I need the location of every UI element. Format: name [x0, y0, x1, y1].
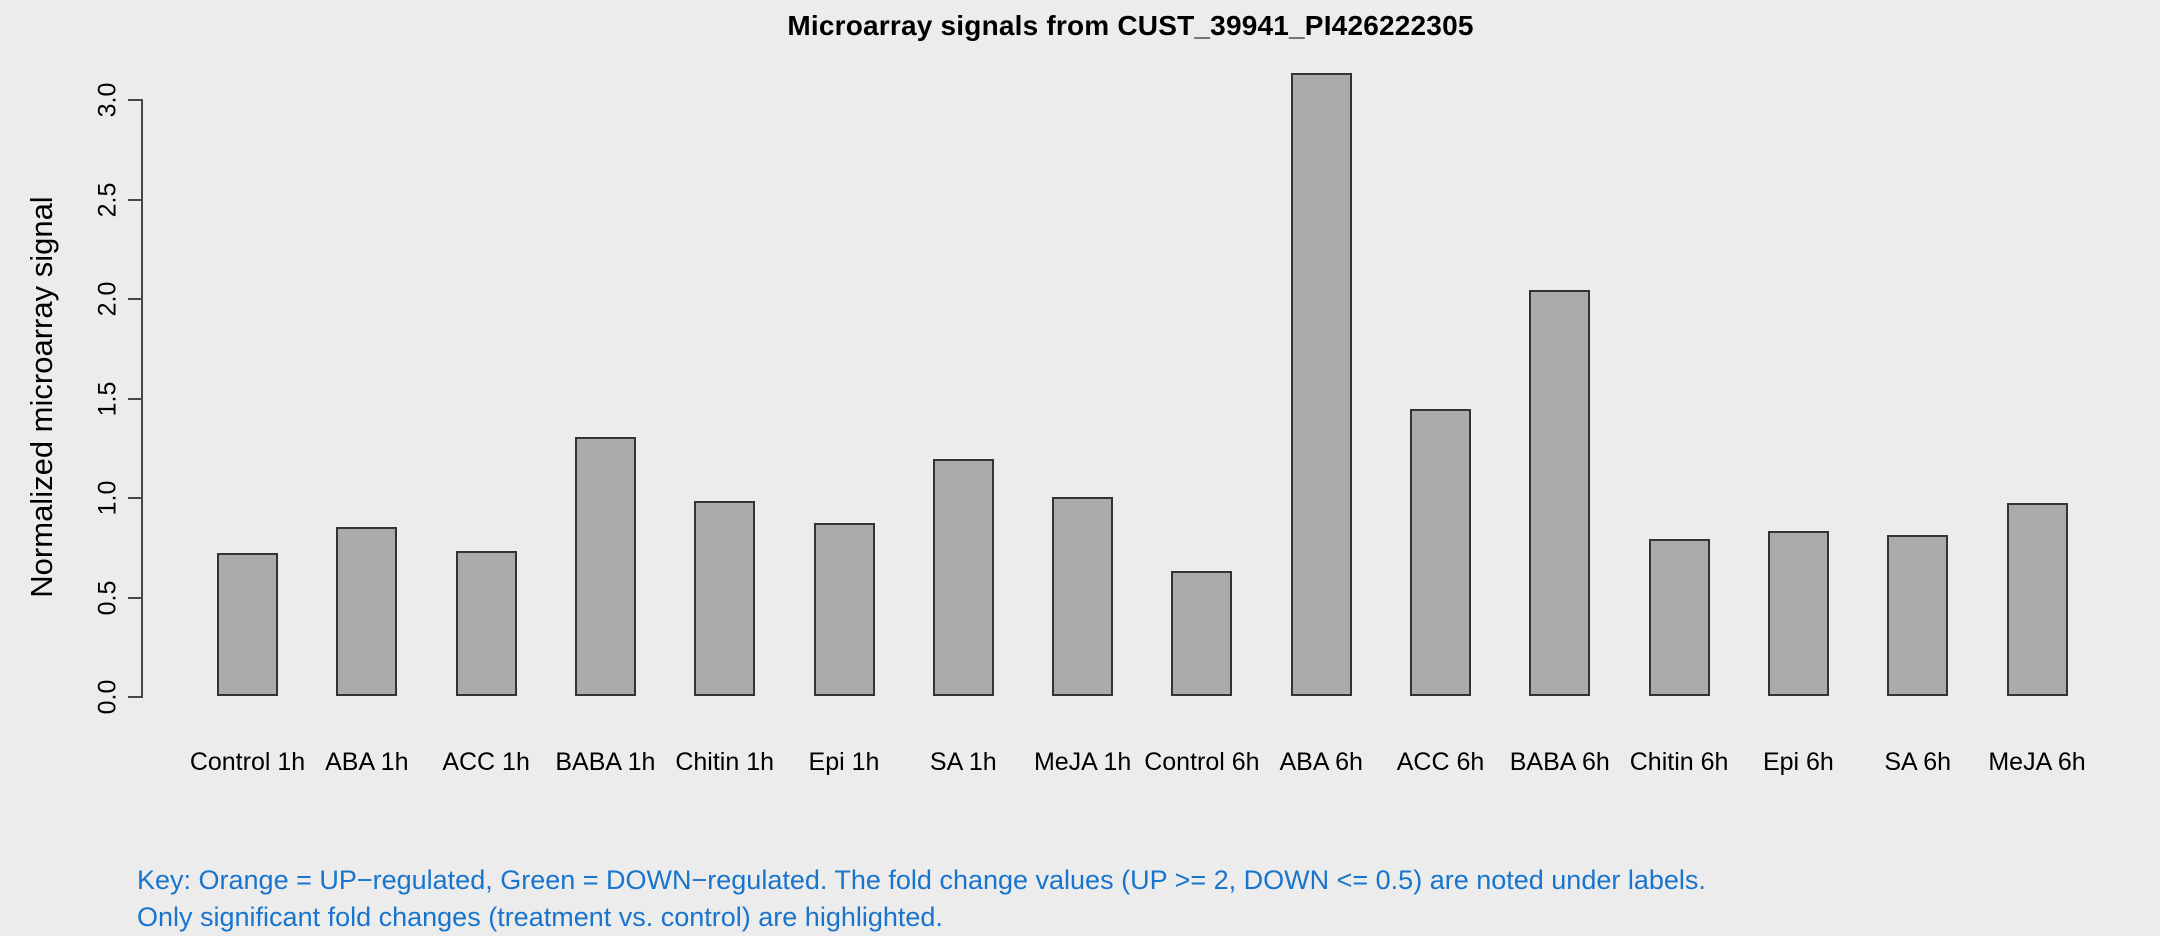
x-label-chitin-1h: Chitin 1h [675, 748, 775, 776]
x-label-control-1h: Control 1h [189, 748, 306, 776]
bar-baba-1h [574, 437, 636, 696]
y-tick-mark [128, 99, 141, 101]
x-label-epi-1h: Epi 1h [808, 748, 880, 776]
x-label-epi-6h: Epi 6h [1762, 748, 1834, 776]
bar-epi-1h [813, 522, 875, 696]
bar-meja-6h [2006, 502, 2068, 696]
x-label-acc-1h: ACC 1h [442, 748, 530, 776]
key-note-line1: Key: Orange = UP−regulated, Green = DOWN… [137, 865, 1706, 895]
chart-title: Microarray signals from CUST_39941_PI426… [787, 10, 1474, 41]
bar-aba-6h [1290, 73, 1352, 696]
x-label-control-6h: Control 6h [1144, 748, 1260, 776]
bar-chitin-1h [694, 500, 756, 696]
x-label-sa-1h: SA 1h [929, 748, 997, 776]
bar-chitin-6h [1648, 538, 1710, 696]
bar-acc-1h [455, 550, 517, 696]
bar-baba-6h [1529, 290, 1591, 696]
x-label-baba-1h: BABA 1h [555, 748, 656, 776]
y-tick-mark [128, 397, 141, 400]
bar-control-6h [1171, 570, 1233, 696]
x-label-baba-6h: BABA 6h [1509, 748, 1610, 776]
y-tick-mark [128, 198, 141, 201]
x-label-sa-6h: SA 6h [1884, 748, 1952, 776]
bar-control-1h [217, 552, 278, 696]
x-label-meja-1h: MeJA 1h [1033, 748, 1132, 776]
y-tick-mark [128, 298, 141, 300]
key-note: Key: Orange = UP−regulated, Green = DOWN… [137, 862, 1706, 936]
y-tick-mark [128, 596, 141, 599]
key-note-line2: Only significant fold changes (treatment… [137, 902, 943, 932]
y-tick-mark [128, 497, 141, 499]
bar-aba-1h [336, 526, 398, 696]
x-label-chitin-6h: Chitin 6h [1629, 748, 1729, 776]
bar-acc-6h [1410, 409, 1471, 696]
x-label-aba-1h: ABA 1h [325, 748, 409, 776]
x-label-meja-6h: MeJA 6h [1988, 748, 2086, 776]
x-label-aba-6h: ABA 6h [1279, 748, 1363, 776]
bar-sa-6h [1887, 534, 1949, 696]
y-axis-line [141, 99, 143, 698]
bar-sa-1h [932, 459, 994, 696]
y-tick-mark [128, 696, 141, 698]
x-label-acc-6h: ACC 6h [1396, 748, 1485, 776]
bar-epi-6h [1767, 530, 1829, 696]
bar-meja-1h [1052, 497, 1114, 696]
